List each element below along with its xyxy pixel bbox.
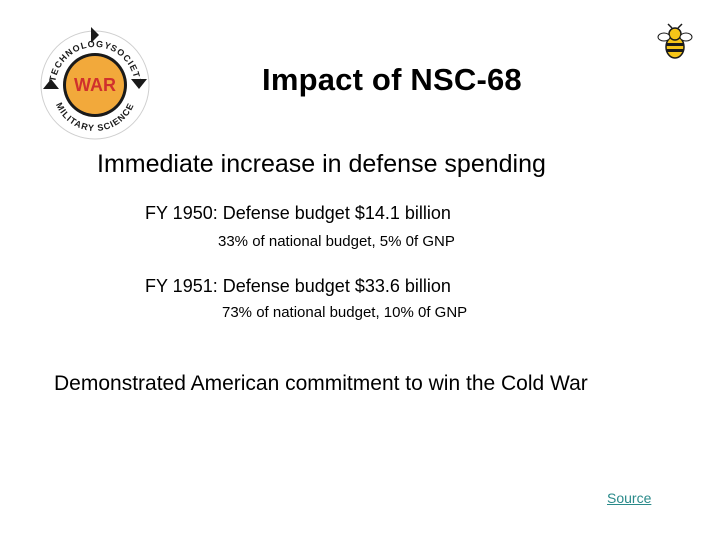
slide-title: Impact of NSC-68 — [262, 62, 522, 97]
fy1951-budget-line: FY 1951: Defense budget $33.6 billion — [145, 276, 451, 296]
conclusion-text: Demonstrated American commitment to win … — [54, 372, 588, 395]
war-technology-society-logo: TECHNOLOGY SOCIETY MILITARY SCIENCE WAR — [37, 27, 153, 143]
yellow-jacket-bee-icon — [655, 23, 695, 63]
source-link[interactable]: Source — [607, 490, 652, 506]
fy1951-budget-detail: 73% of national budget, 10% 0f GNP — [222, 304, 468, 321]
cycle-arrow-icon — [43, 27, 147, 89]
main-point: Immediate increase in defense spending — [97, 150, 546, 178]
fy1950-budget-detail: 33% of national budget, 5% 0f GNP — [218, 233, 455, 250]
fy1950-budget-line: FY 1950: Defense budget $14.1 billion — [145, 203, 451, 223]
logo-center-text: WAR — [74, 75, 116, 95]
